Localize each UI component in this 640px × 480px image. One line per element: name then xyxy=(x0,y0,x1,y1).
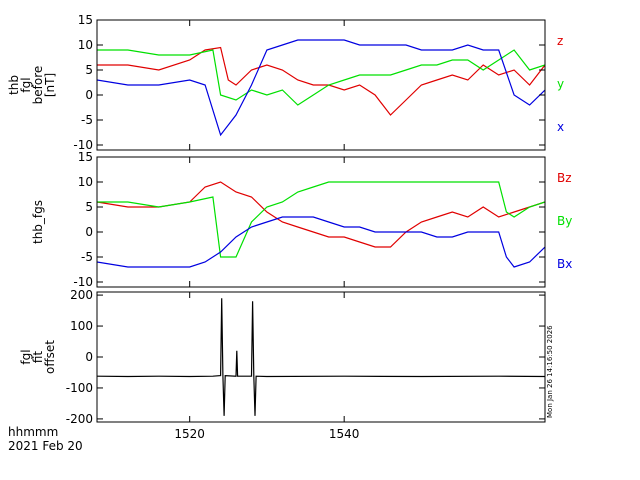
y-axis-label-line: fgl xyxy=(19,77,33,92)
x-tick-label: 1540 xyxy=(329,427,360,441)
y-tick-label: -10 xyxy=(73,138,93,152)
y-tick-label: -5 xyxy=(81,113,93,127)
panel-frame xyxy=(96,19,546,151)
series-line-2-3 xyxy=(97,216,545,268)
y-tick-label: 0 xyxy=(85,225,93,239)
legend-label-bx: Bx xyxy=(557,257,572,271)
panel-frame xyxy=(96,291,546,423)
series-line-1-2 xyxy=(97,49,545,106)
footer-time-label: hhmmm xyxy=(8,425,58,439)
legend-label-y: y xyxy=(557,77,564,91)
y-tick-label: 15 xyxy=(78,150,93,164)
y-axis-label-line: fgl xyxy=(19,349,33,364)
y-tick-label: -10 xyxy=(73,275,93,289)
y-tick-label: 10 xyxy=(78,175,93,189)
y-axis-label-line: offset xyxy=(43,340,57,374)
series-line-1-1 xyxy=(97,46,545,116)
y-tick-label: 200 xyxy=(70,288,93,302)
y-tick-label: 0 xyxy=(85,350,93,364)
series-line-2-1 xyxy=(97,181,545,248)
panel-frame xyxy=(96,156,546,288)
legend-label-z: z xyxy=(557,34,563,48)
y-tick-label: 5 xyxy=(85,200,93,214)
series-line-1-3 xyxy=(97,39,545,137)
y-axis-label-line: fit xyxy=(31,351,45,364)
series-line-3-1 xyxy=(97,298,545,416)
y-tick-label: -200 xyxy=(66,412,93,426)
y-tick-label: 10 xyxy=(78,38,93,52)
y-tick-label: 5 xyxy=(85,63,93,77)
legend-label-by: By xyxy=(557,214,572,228)
y-tick-label: 100 xyxy=(70,319,93,333)
y-tick-label: -100 xyxy=(66,381,93,395)
x-tick-label: 1520 xyxy=(174,427,205,441)
timestamp-label: Mon Jan 26 14:16:50 2026 xyxy=(546,325,554,418)
legend-label-x: x xyxy=(557,120,564,134)
y-tick-label: 0 xyxy=(85,88,93,102)
y-axis-label-line: thb_fgs xyxy=(31,200,45,244)
legend-label-bz: Bz xyxy=(557,171,572,185)
y-tick-label: -5 xyxy=(81,250,93,264)
y-axis-label-line: [nT] xyxy=(43,73,57,97)
y-axis-label-line: thb xyxy=(7,75,21,95)
series-line-2-2 xyxy=(97,181,545,258)
panel-2: -10 -5 0 5 10 15 thb_fgs Bz By Bx xyxy=(31,150,572,289)
y-axis-label-line: before xyxy=(31,66,45,105)
y-tick-label: 15 xyxy=(78,13,93,27)
footer-date-label: 2021 Feb 20 xyxy=(8,439,83,453)
